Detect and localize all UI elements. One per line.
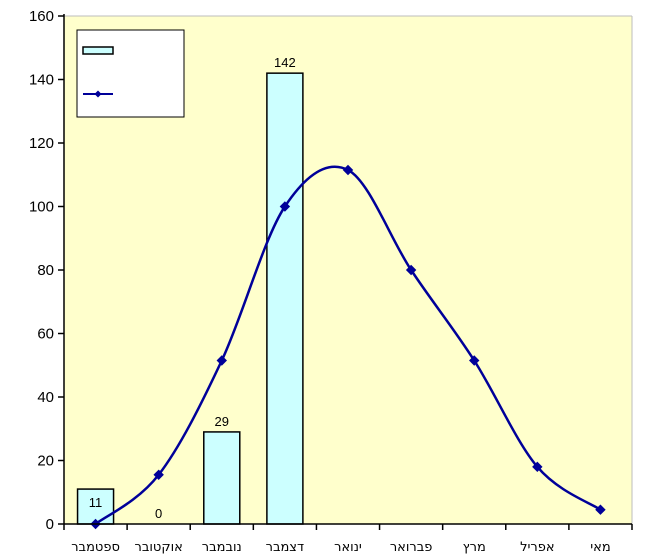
y-tick-label: 140 [29,72,54,89]
line-layer [90,164,606,530]
bar [203,431,241,525]
bar-data-label: 0 [155,506,162,521]
x-tick-label: אוקטובר [135,540,183,555]
y-tick-label: 40 [37,389,54,406]
legend-box [76,29,185,118]
x-tick-label: נובמבר [202,540,242,555]
x-tick-label: אפריל [520,540,554,555]
y-tick-label: 0 [46,516,54,533]
y-tick-label: 20 [37,453,54,470]
x-tick-label: מרץ [463,540,486,555]
line-point-marker [405,264,417,276]
y-tick-label: 60 [37,326,54,343]
x-tick-label: פברואר [390,540,433,555]
y-tick-label: 160 [29,8,54,25]
line-point-marker [216,355,227,366]
x-tick-label: ספטמבר [71,540,120,555]
line-point-marker [153,469,164,480]
line-point-marker [532,461,543,473]
x-tick-label: ינואר [334,540,362,555]
bar [76,488,115,525]
bar-data-label: 142 [274,55,296,70]
legend-line-marker [94,90,102,98]
legend [76,29,185,118]
y-tick-label: 100 [29,199,54,216]
bar-data-label: 29 [215,414,229,429]
line-point-marker [469,355,480,366]
line-point-marker [595,504,606,515]
y-tick-label: 80 [37,262,54,279]
bar [266,72,304,525]
axes-layer: 0 20 40 60 80 100 120 140 160 ספטמבר אוקטובר נובמבר… [29,8,633,555]
bar-data-label: 11 [89,495,103,510]
x-tick-label: מאי [590,540,610,555]
x-tick-label: דצמבר [266,540,305,555]
line-point-marker [342,164,354,176]
y-tick-label: 120 [29,135,54,152]
line-point-marker [279,201,291,212]
legend-bar-swatch [82,46,114,55]
